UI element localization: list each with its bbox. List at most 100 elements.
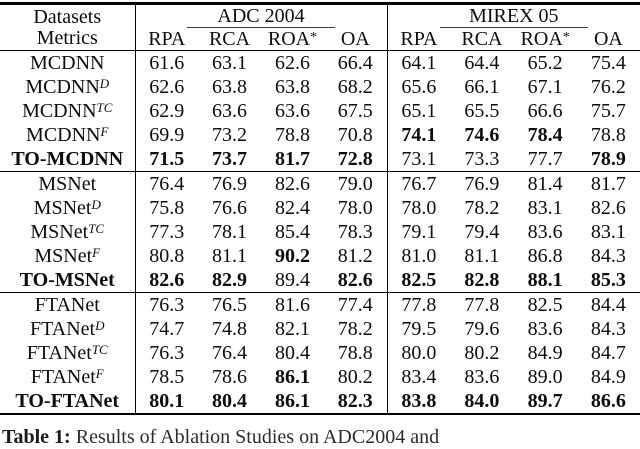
metric-value-cell: 76.4	[212, 342, 247, 364]
metric-value-cell: 76.3	[134, 292, 198, 317]
metric-header-rpa: RPA	[386, 28, 451, 51]
model-variant-superscript: TC	[91, 342, 108, 357]
metric-value-cell: 74.8	[212, 318, 247, 340]
row-label: MCDNNF	[26, 124, 109, 146]
metric-value-cell: 73.3	[450, 147, 514, 172]
metric-value-cell: 75.8	[134, 196, 198, 220]
asterisk-superscript: *	[562, 29, 570, 45]
metric-value-cell: 78.5	[134, 365, 198, 389]
metric-value-cell: 80.0	[386, 341, 451, 365]
metric-value-cell: 84.3	[590, 318, 626, 340]
metric-header-rca: RCA	[198, 28, 261, 51]
metric-value-cell: 81.0	[386, 244, 451, 268]
table-body: MCDNN 61.6 63.1 62.6 66.4 64.1 64.4 65.2 75.4 MCD…	[0, 50, 640, 414]
metric-value-cell: 62.6	[275, 52, 310, 74]
metric-value-cell: 82.6	[590, 197, 626, 219]
metric-value-cell: 78.6	[212, 366, 247, 388]
table-row: MSNetTC 77.3 78.1 85.4 78.3 79.1 79.4 83.6 83.1	[0, 220, 640, 244]
metric-value-cell: 89.7	[527, 390, 563, 412]
metric-value-cell: 73.7	[198, 147, 261, 172]
row-label: FTANetD	[30, 318, 105, 340]
row-label: FTANetTC	[26, 342, 108, 364]
metric-value-cell: 84.4	[590, 294, 626, 316]
caption-text: Results of Ablation Studies on ADC2004 a…	[75, 426, 440, 448]
metric-value-cell: 68.2	[337, 76, 373, 98]
metric-value-cell: 77.8	[386, 292, 451, 317]
metric-header-oa: OA	[324, 28, 388, 51]
metric-value-cell: 80.4	[275, 342, 310, 364]
metric-value-cell: 82.4	[275, 197, 310, 219]
metric-value-cell: 63.6	[275, 100, 310, 122]
metric-value-cell: 83.1	[527, 197, 563, 219]
table-row: MCDNNTC 62.9 63.6 63.6 67.5 65.1 65.5 66.6 75.7	[0, 99, 640, 123]
metric-value-cell: 86.6	[590, 390, 626, 412]
metric-value-cell: 66.6	[527, 100, 563, 122]
column-group-label: MIREX 05	[469, 5, 559, 27]
metric-value-cell: 82.1	[275, 318, 310, 340]
row-label: MCDNN	[30, 52, 105, 74]
metric-value-cell: 85.3	[576, 268, 640, 293]
metric-header-oa: OA	[576, 28, 640, 51]
metric-value-cell: 80.2	[337, 366, 373, 388]
metric-value-cell: 78.8	[275, 124, 310, 146]
metric-value-cell: 62.6	[134, 75, 198, 99]
metric-value-cell: 86.1	[275, 390, 310, 412]
metric-value-cell: 76.9	[464, 173, 500, 195]
row-label: MSNet	[38, 173, 97, 195]
table-row: MSNetD 75.8 76.6 82.4 78.0 78.0 78.2 83.1 82.6	[0, 196, 640, 220]
metric-value-cell: 83.6	[527, 318, 563, 340]
metric-value-cell: 83.8	[386, 389, 451, 414]
model-variant-superscript: D	[95, 318, 105, 333]
table-row: MSNet 76.4 76.9 82.6 79.0 76.7 76.9 81.4 81.7	[0, 171, 640, 196]
model-variant-superscript: F	[100, 124, 109, 139]
metric-value-cell: 81.4	[527, 173, 563, 195]
metric-value-cell: 76.6	[212, 197, 247, 219]
metric-value-cell: 76.3	[134, 341, 198, 365]
model-variant-superscript: TC	[88, 221, 105, 236]
table-caption: Table 1: Results of Ablation Studies on …	[0, 425, 640, 449]
metric-value-cell: 66.1	[464, 76, 500, 98]
row-label: MSNetF	[34, 245, 101, 267]
metric-value-cell: 65.2	[527, 52, 563, 74]
metric-value-cell: 66.4	[337, 52, 373, 74]
metric-value-cell: 72.8	[324, 147, 388, 172]
metric-value-cell: 78.8	[590, 124, 626, 146]
metric-value-cell: 84.9	[590, 366, 626, 388]
metric-value-cell: 78.0	[337, 197, 373, 219]
row-label: MSNetTC	[30, 221, 105, 243]
model-variant-superscript: D	[99, 76, 110, 91]
metric-value-cell: 74.1	[386, 123, 451, 147]
table-row: TO-FTANet 80.1 80.4 86.1 82.3 83.8 84.0 89.7 86.…	[0, 389, 640, 414]
model-variant-superscript: TC	[96, 100, 113, 115]
metric-value-cell: 64.4	[464, 52, 500, 74]
table-row: MCDNND 62.6 63.8 63.8 68.2 65.6 66.1 67.1 76.2	[0, 75, 640, 99]
ablation-results-table: Datasets Metrics ADC 2004 MIREX 05 RPA R…	[0, 2, 640, 415]
metric-header-rpa: RPA	[134, 28, 198, 51]
metric-value-cell: 82.6	[134, 268, 198, 293]
metric-value-cell: 80.1	[134, 389, 198, 414]
metric-value-cell: 61.6	[134, 50, 198, 75]
header-group-row: Datasets Metrics ADC 2004 MIREX 05	[0, 3, 640, 51]
metric-value-cell: 80.4	[212, 390, 247, 412]
metric-value-cell: 78.1	[212, 221, 247, 243]
row-label: MCDNNTC	[22, 100, 113, 122]
metric-value-cell: 63.6	[212, 100, 247, 122]
metric-value-cell: 70.8	[337, 124, 373, 146]
metric-value-cell: 79.5	[386, 317, 451, 341]
metric-value-cell: 78.8	[337, 342, 373, 364]
metric-value-cell: 82.8	[450, 268, 514, 293]
metric-value-cell: 67.1	[527, 76, 563, 98]
row-label: FTANetF	[30, 366, 104, 388]
metric-value-cell: 79.4	[464, 221, 500, 243]
metric-value-cell: 86.1	[275, 366, 310, 388]
metric-value-cell: 81.2	[337, 245, 373, 267]
model-variant-superscript: D	[91, 197, 101, 212]
table-row: TO-MCDNN 71.5 73.7 81.7 72.8 73.1 73.3 77.7 78.9	[0, 147, 640, 172]
metric-value-cell: 81.6	[275, 294, 310, 316]
cmidrule	[439, 27, 588, 28]
row-label: TO-MSNet	[0, 268, 135, 293]
table-row: MCDNNF 69.9 73.2 78.8 70.8 74.1 74.6 78.4 78.8	[0, 123, 640, 147]
header-metrics-row: RPA RCA ROA* OA RPA RCA ROA* OA	[0, 28, 640, 51]
metric-value-cell: 84.3	[590, 245, 626, 267]
